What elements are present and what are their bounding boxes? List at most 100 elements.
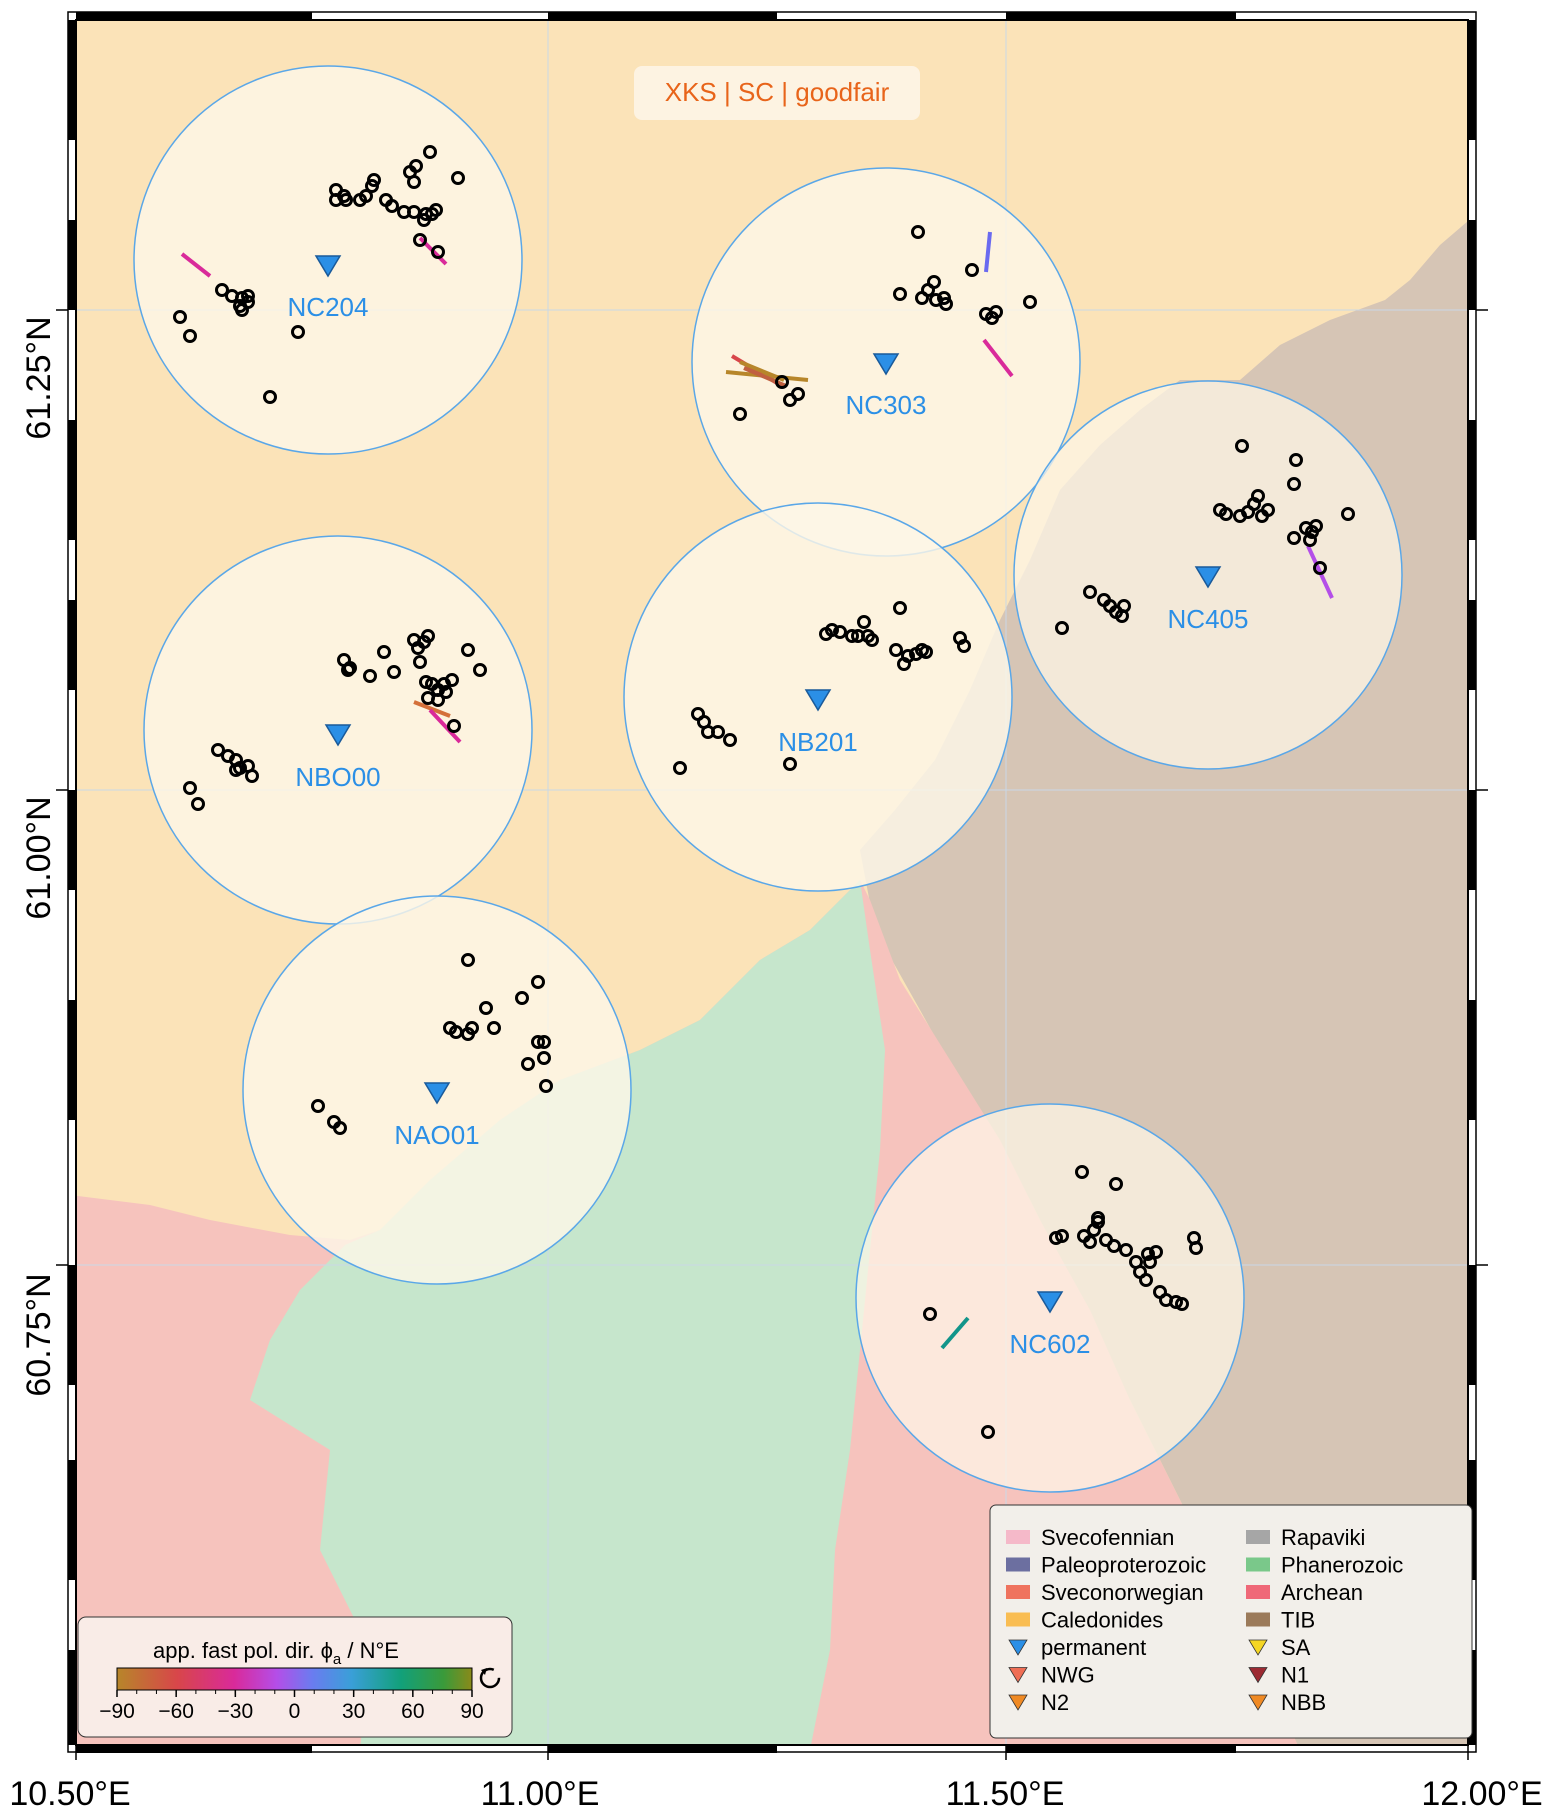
legend-triangle-icon — [1248, 1639, 1268, 1656]
lon-label: 11.00°E — [481, 1775, 600, 1813]
event-marker — [531, 975, 545, 989]
map-title: XKS | SC | goodfair — [665, 77, 890, 107]
event-marker — [473, 663, 487, 677]
event-marker — [539, 1079, 553, 1093]
station-label: NBO00 — [295, 762, 380, 792]
event-marker — [1251, 489, 1265, 503]
event-marker — [487, 1021, 501, 1035]
event-marker — [957, 639, 971, 653]
lat-label: 61.00°N — [20, 796, 58, 919]
event-marker — [1143, 1255, 1157, 1269]
event-marker — [377, 645, 391, 659]
legend-swatch-icon — [1006, 1612, 1030, 1627]
phanerozoic-region — [250, 880, 885, 1745]
event-marker — [413, 233, 427, 247]
event-marker — [865, 633, 879, 647]
event-marker — [183, 329, 197, 343]
station-triangle-icon[interactable] — [423, 1082, 451, 1105]
event-marker — [1141, 1247, 1155, 1261]
legend-label: permanent — [1041, 1635, 1146, 1660]
event-marker — [1289, 453, 1303, 467]
stations: NC204 NC303 NC405 NBO00 NB201 NAO01 NC60… — [288, 255, 1249, 1359]
splitting-bar — [428, 708, 462, 744]
legend-label: N1 — [1281, 1663, 1309, 1688]
event-marker — [447, 719, 461, 733]
event-marker — [291, 325, 305, 339]
event-marker — [385, 199, 399, 213]
legend-triangle-icon — [1248, 1667, 1268, 1684]
event-marker — [857, 615, 871, 629]
event-marker — [333, 1121, 347, 1135]
legend-label: TIB — [1281, 1608, 1315, 1633]
event-marker — [893, 287, 907, 301]
station-label: NAO01 — [394, 1120, 479, 1150]
event-marker — [1139, 1273, 1153, 1287]
colorbar: app. fast pol. dir. ϕa / N°E −90 −60 −30 0 3… — [77, 1616, 513, 1738]
event-marker — [1075, 1165, 1089, 1179]
event-marker — [263, 390, 277, 404]
event-marker — [439, 685, 453, 699]
colorbar-tick-label: −60 — [158, 1700, 194, 1723]
station-triangle-icon[interactable] — [324, 724, 352, 747]
colorbar-ramp — [116, 1667, 473, 1691]
event-marker — [537, 1035, 551, 1049]
legend-triangle-icon — [1008, 1694, 1028, 1711]
event-marker — [939, 297, 953, 311]
event-marker — [421, 629, 435, 643]
splitting-bar — [984, 231, 992, 273]
event-marker — [733, 407, 747, 421]
event-marker — [387, 665, 401, 679]
cyclic-arrow-icon — [479, 1667, 501, 1689]
event-marker — [341, 663, 355, 677]
event-marker — [409, 159, 423, 173]
event-marker — [965, 263, 979, 277]
event-marker — [923, 1307, 937, 1321]
event-marker — [989, 305, 1003, 319]
event-marker — [465, 1021, 479, 1035]
legend-swatch-icon — [1246, 1612, 1270, 1627]
event-marker — [927, 275, 941, 289]
colorbar-tick-label: 30 — [342, 1700, 365, 1723]
event-marker — [339, 193, 353, 207]
event-marker — [783, 757, 797, 771]
event-marker — [423, 145, 437, 159]
event-marker — [1189, 1241, 1203, 1255]
event-marker — [407, 175, 421, 189]
splitting-bar — [940, 1316, 970, 1350]
event-marker — [981, 1425, 995, 1439]
event-marker — [343, 661, 357, 675]
event-marker — [531, 1035, 545, 1049]
colorbar-tick-label: −30 — [218, 1700, 254, 1723]
event-marker — [673, 761, 687, 775]
event-marker — [833, 625, 847, 639]
event-marker — [1235, 439, 1249, 453]
event-marker — [235, 303, 249, 317]
legend-label: Phanerozoic — [1281, 1553, 1403, 1578]
event-marker — [901, 649, 915, 663]
event-marker — [191, 797, 205, 811]
event-marker — [183, 781, 197, 795]
legend-label: N2 — [1041, 1690, 1069, 1715]
station-triangle-icon[interactable] — [314, 255, 342, 278]
station-label: NC405 — [1168, 604, 1249, 634]
event-marker — [1107, 1239, 1121, 1253]
legend-label: SA — [1281, 1635, 1311, 1660]
event-marker — [173, 310, 187, 324]
legend-triangle-icon — [1008, 1639, 1028, 1656]
station-triangle-icon[interactable] — [872, 353, 900, 376]
station-triangle-icon[interactable] — [804, 689, 832, 712]
legend-swatch-icon — [1246, 1530, 1270, 1544]
event-marker — [479, 1001, 493, 1015]
event-marker — [889, 643, 903, 657]
legend: Svecofennian PaleoproterozoicSveconorwegi… — [989, 1504, 1473, 1739]
colorbar-tick-label: 60 — [401, 1700, 424, 1723]
event-marker — [1091, 1211, 1105, 1225]
event-marker — [241, 289, 255, 303]
title-box: XKS | SC | goodfair — [634, 66, 920, 120]
station-triangle-icon[interactable] — [1194, 566, 1222, 589]
event-marker — [211, 743, 225, 757]
legend-triangle-icon — [1248, 1694, 1268, 1711]
event-marker — [461, 643, 475, 657]
station-triangle-icon[interactable] — [1036, 1291, 1064, 1314]
